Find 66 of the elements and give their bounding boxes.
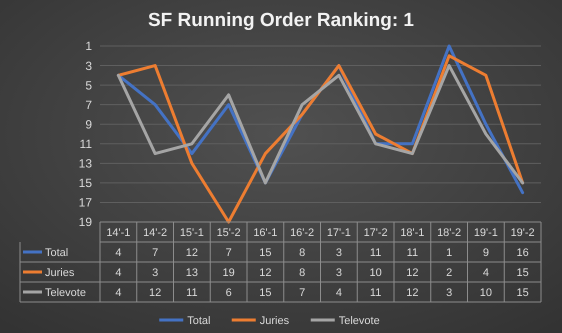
y-tick-label: 5 [85, 78, 92, 92]
data-label: 9 [482, 246, 489, 259]
data-label: 12 [406, 286, 418, 299]
y-tick-label: 11 [80, 136, 92, 151]
legend-label: Televote [45, 286, 86, 299]
data-label: 15 [259, 286, 272, 299]
y-tick-label: 3 [85, 58, 92, 73]
data-label: 12 [259, 266, 272, 279]
data-label: 13 [186, 266, 198, 279]
x-tick-label: 15'-2 [216, 226, 241, 239]
data-label: 8 [299, 246, 306, 259]
x-tick-label: 16'-1 [253, 226, 278, 239]
data-label: 11 [186, 286, 198, 299]
data-label: 4 [115, 286, 122, 299]
data-label: 12 [149, 286, 162, 299]
y-tick-label: 15 [78, 176, 92, 190]
x-tick-label: 16'-2 [290, 226, 314, 239]
x-tick-label: 18'-1 [400, 226, 424, 239]
x-tick-label: 17'-2 [364, 226, 388, 239]
data-label: 7 [299, 286, 306, 299]
text: Televote [338, 314, 380, 327]
data-label: 4 [482, 266, 489, 279]
legend-label: Total [45, 246, 68, 259]
x-tick-label: 19'-2 [510, 226, 535, 239]
data-label: 7 [226, 246, 232, 259]
data-label: 8 [299, 266, 306, 279]
data-label: 1 [446, 246, 452, 259]
data-label: 12 [406, 266, 418, 279]
data-label: 2 [446, 266, 452, 279]
data-label: 3 [152, 266, 158, 279]
data-label: 4 [115, 246, 122, 259]
data-label: 7 [152, 246, 158, 259]
data-label: 3 [336, 266, 342, 279]
y-tick-label: 7 [85, 98, 92, 112]
data-label: 11 [406, 246, 418, 259]
text: Total [187, 314, 210, 327]
data-label: 16 [516, 246, 529, 259]
data-label: 3 [336, 246, 342, 259]
data-label: 6 [226, 286, 232, 299]
chart-title: SF Running Order Ranking: 1 [148, 10, 414, 31]
x-tick-label: 17'-1 [326, 226, 351, 239]
x-tick-label: 15'-1 [180, 226, 204, 239]
text: Juries [260, 314, 290, 327]
line-series [116, 64, 524, 184]
y-tick-label: 1 [85, 39, 92, 54]
data-label: 11 [370, 286, 382, 299]
data-label: 15 [516, 266, 529, 279]
y-tick-label: 17 [78, 196, 92, 210]
data-label: 15 [516, 286, 529, 299]
data-label: 3 [446, 286, 452, 299]
data-label: 4 [336, 286, 342, 299]
y-tick-label: 9 [85, 117, 92, 132]
y-tick-label: 13 [78, 156, 92, 171]
data-label: 12 [186, 246, 198, 259]
x-tick-label: 19'-1 [474, 226, 498, 239]
data-label: 11 [370, 246, 382, 259]
data-label: 4 [115, 266, 122, 279]
x-tick-label: 14'-2 [143, 226, 168, 239]
x-tick-label: 14'-1 [106, 226, 130, 239]
data-label: 10 [370, 266, 382, 279]
data-label: 10 [480, 286, 492, 299]
legend-label: Juries [45, 266, 75, 279]
data-label: 19 [222, 266, 235, 279]
x-tick-label: 18'-2 [437, 226, 462, 239]
data-label: 15 [259, 246, 272, 259]
y-tick-label: 19 [78, 215, 92, 230]
